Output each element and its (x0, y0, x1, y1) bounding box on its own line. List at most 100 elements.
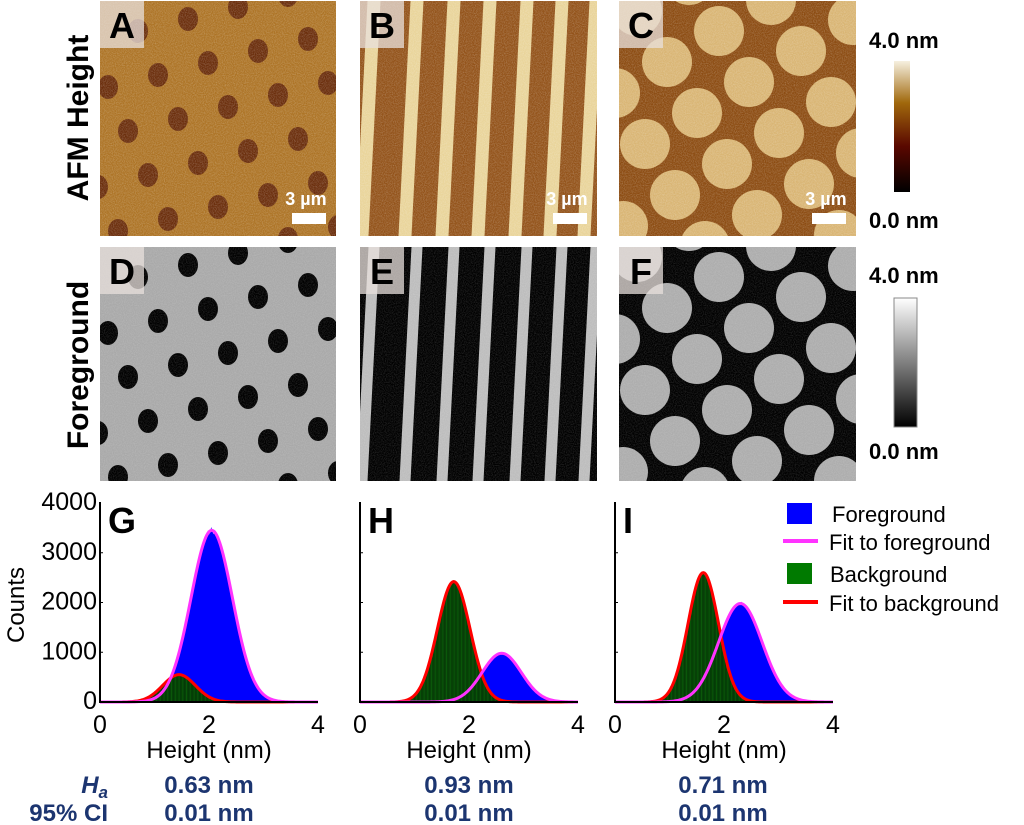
background-bar (186, 678, 189, 703)
background-bar (466, 614, 468, 703)
background-bar (455, 582, 457, 703)
legend-label-fit-background: Fit to background (829, 591, 999, 616)
afm-image-c: C 3 µm (619, 1, 856, 236)
colorbar-height-gradient (894, 61, 910, 192)
background-bar (706, 576, 708, 703)
background-bar (174, 675, 177, 703)
y-tick-label: 3000 (41, 538, 97, 566)
background-bar (447, 588, 449, 703)
foreground-histogram (100, 527, 318, 702)
background-bar (689, 610, 692, 703)
ci-label: 95% CI (29, 800, 108, 825)
background-bar (173, 675, 176, 703)
background-bar (444, 596, 447, 703)
background-bar (188, 679, 191, 703)
scale-bar-label: 3 µm (805, 189, 846, 209)
x-tick-label: 4 (311, 711, 325, 739)
x-tick-label: 0 (93, 711, 107, 739)
colorbar-foreground: 4.0 nm 0.0 nm (869, 263, 939, 464)
histogram-h: 0 2 4 Height (nm) H (353, 500, 585, 764)
background-bar (441, 607, 444, 703)
panel-letter-box (619, 1, 663, 48)
afm-image-b: B 3 µm (360, 1, 597, 236)
background-bar (707, 579, 710, 703)
panel-letter-box (619, 247, 663, 294)
scale-bar (812, 213, 846, 224)
afm-image-e: E (360, 247, 597, 481)
hole-feature (338, 361, 358, 385)
scale-bar-label: 3 µm (285, 189, 326, 209)
legend-label-background: Background (830, 562, 947, 587)
colorbar-height-min: 0.0 nm (869, 208, 939, 233)
panel-letter-box (360, 1, 404, 48)
x-tick-label: 4 (571, 711, 585, 739)
afm-image-f: F (619, 247, 856, 481)
background-bar (182, 675, 185, 703)
y-tick-label: 4000 (41, 488, 97, 516)
foreground-histogram (360, 652, 578, 702)
x-axis-label: Height (nm) (661, 737, 786, 764)
background-bar (710, 588, 712, 703)
ha-label: Ha (81, 772, 108, 802)
background-bar (716, 619, 719, 703)
legend-swatch-foreground (787, 503, 812, 524)
panel-letter: F (630, 251, 652, 292)
colorbar-height: 4.0 nm 0.0 nm (869, 28, 939, 233)
background-bar (719, 633, 722, 703)
background-bar (438, 618, 441, 703)
legend-swatch-background (787, 563, 812, 584)
background-bar (696, 581, 699, 703)
x-axis-label: Height (nm) (146, 737, 271, 764)
background-bar (445, 592, 448, 703)
background-bar (451, 582, 453, 703)
background-bar (688, 617, 691, 703)
background-bar (691, 603, 693, 703)
x-tick-label: 0 (608, 711, 622, 739)
x-tick-label: 2 (462, 711, 476, 739)
background-bar (471, 639, 474, 703)
x-tick-label: 0 (353, 711, 367, 739)
background-bar (692, 597, 695, 703)
panel-letter: C (628, 5, 654, 46)
background-bar (453, 581, 456, 703)
colorbar-height-max: 4.0 nm (869, 28, 939, 53)
ci-value-g: 0.01 nm (164, 800, 253, 825)
background-bar (703, 572, 706, 703)
background-bar (715, 612, 718, 703)
ha-value-g: 0.63 nm (164, 772, 253, 799)
ha-symbol: H (81, 772, 99, 799)
background-bar (452, 581, 455, 703)
row-label-foreground: Foreground (62, 281, 95, 449)
colorbar-fg-min: 0.0 nm (869, 439, 939, 464)
panel-letter: H (368, 500, 394, 541)
background-bar (693, 591, 696, 703)
x-tick-label: 2 (202, 711, 216, 739)
background-bar (461, 598, 464, 703)
ha-subscript: a (99, 783, 108, 802)
ha-value-h: 0.93 nm (424, 772, 513, 799)
afm-image-d: D (100, 247, 358, 481)
background-bar (185, 677, 188, 703)
background-bar (708, 583, 711, 703)
legend-label-foreground: Foreground (832, 502, 946, 527)
background-bar (460, 594, 463, 703)
scale-bar (553, 213, 587, 224)
panel-letter-box (360, 247, 404, 294)
background-bar (457, 586, 460, 703)
panel-letter: E (370, 251, 394, 292)
panel-letter: I (623, 500, 633, 541)
hole-feature (338, 115, 358, 139)
background-bar (176, 674, 178, 703)
panel-letter-box (100, 1, 144, 48)
histogram-g: 0 2 4 0 1000 2000 3000 4000 Height (nm) G (41, 488, 325, 764)
background-bar (463, 603, 466, 703)
background-bar (191, 681, 193, 703)
background-histogram (402, 581, 506, 703)
legend-label-fit-foreground: Fit to foreground (829, 530, 990, 555)
background-bar (434, 636, 437, 703)
background-bar (437, 624, 440, 703)
scale-bar (292, 213, 326, 224)
background-bar (436, 630, 438, 703)
background-bar (442, 601, 445, 703)
x-tick-label: 4 (826, 711, 840, 739)
